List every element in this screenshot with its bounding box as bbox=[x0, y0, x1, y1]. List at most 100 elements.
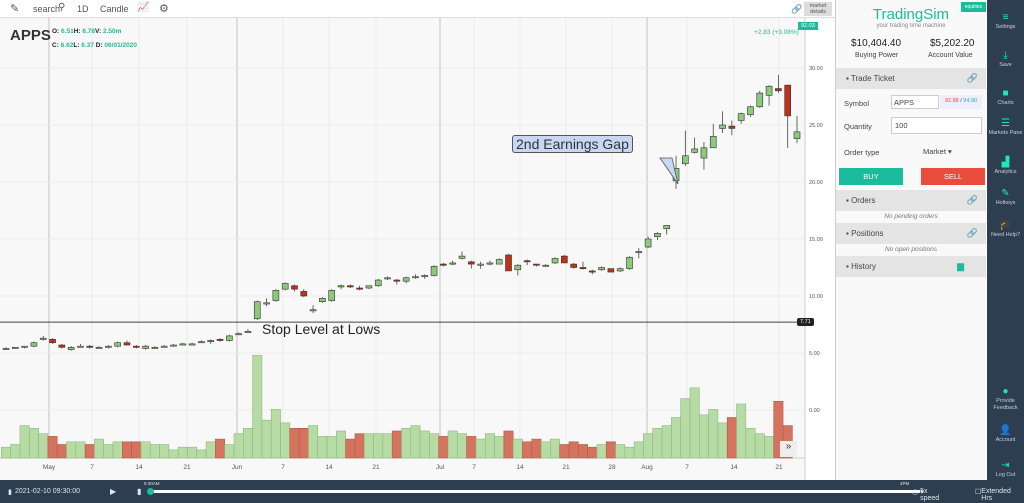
market-details-button[interactable]: market details bbox=[804, 2, 832, 16]
candle-body bbox=[365, 285, 373, 289]
volume-bar bbox=[289, 427, 300, 459]
candle-body bbox=[421, 275, 429, 277]
candle-body bbox=[272, 289, 280, 301]
candle-body bbox=[570, 263, 577, 268]
volume-bar bbox=[354, 433, 365, 459]
volume-bar bbox=[466, 436, 477, 459]
candle-body bbox=[616, 268, 624, 272]
sidebar-item-log-out[interactable]: ⇥ Log Out bbox=[987, 460, 1024, 479]
sell-button[interactable]: SELL bbox=[921, 168, 985, 185]
candle-body bbox=[67, 346, 75, 350]
sidebar-item-hotkeys[interactable]: ✎ Hotkeys bbox=[987, 188, 1024, 207]
indicators-icon[interactable]: 📈 bbox=[137, 2, 150, 13]
sidebar-item-settings[interactable]: ≡ Settings bbox=[987, 12, 1024, 31]
volume-bar bbox=[373, 433, 384, 459]
volume-bar bbox=[698, 414, 709, 459]
gear-icon[interactable]: ⚙ bbox=[159, 3, 169, 15]
volume-bar bbox=[66, 441, 77, 459]
candle-body bbox=[514, 264, 522, 271]
orders-header[interactable]: ▪ Orders 🔗 bbox=[836, 190, 986, 211]
link-icon[interactable]: 🔗 bbox=[791, 4, 803, 14]
play-icon[interactable]: ▶ bbox=[110, 487, 117, 496]
candle-body bbox=[505, 254, 512, 272]
volume-bar bbox=[196, 449, 207, 459]
x-tick-label: Jul bbox=[436, 464, 445, 471]
volume-bar bbox=[447, 430, 458, 459]
candle-body bbox=[319, 297, 326, 302]
volume-bar bbox=[308, 425, 319, 459]
interval-select[interactable]: 1D bbox=[77, 4, 89, 14]
volume-bar bbox=[270, 409, 281, 459]
candle-body bbox=[737, 113, 745, 121]
step-icon[interactable]: ▮ bbox=[137, 487, 142, 496]
timeline-slider[interactable] bbox=[150, 490, 920, 493]
stop-level-label[interactable]: Stop Level at Lows bbox=[262, 321, 381, 337]
volume-bar bbox=[224, 444, 235, 459]
candle-body bbox=[39, 337, 47, 340]
buying-power-label: Buying Power bbox=[855, 52, 899, 59]
chart-type-select[interactable]: Candle bbox=[100, 4, 129, 14]
chart-canvas[interactable]: May 7 14 21 Jun 7 14 21 Jul 7 14 21 28 Aug 7 14 21 30.00 2… bbox=[0, 18, 835, 480]
sidebar-item-need-help[interactable]: 🎓 Need Help? bbox=[987, 220, 1024, 239]
candle-body bbox=[337, 285, 345, 288]
sidebar-item-markets-pane[interactable]: ☰ Markets Pane bbox=[988, 118, 1023, 136]
volume-bar bbox=[317, 436, 328, 459]
sidebar-item-account[interactable]: 👤 Account bbox=[987, 425, 1024, 444]
quantity-input[interactable]: 100 bbox=[891, 117, 982, 134]
brand-logo: TradingSim bbox=[872, 6, 950, 23]
trade-ticket-header[interactable]: ▪ Trade Ticket 🔗 bbox=[836, 68, 986, 89]
account-value-label: Account Value bbox=[928, 52, 973, 59]
volume-bar bbox=[671, 417, 681, 459]
calendar-icon[interactable]: ▮ bbox=[8, 489, 12, 496]
candle-body bbox=[775, 88, 782, 92]
sidebar-icon: ⇥ bbox=[1001, 460, 1010, 471]
price-change: +2.83 (+3.08%) bbox=[754, 29, 799, 36]
ohlc-row-2: C: 6.62L: 6.37 D: 06/01/2020 bbox=[52, 42, 137, 49]
pencil-icon[interactable]: ✎ bbox=[10, 3, 20, 15]
volume-bar bbox=[419, 430, 430, 459]
volume-bar bbox=[578, 444, 588, 459]
candle-body bbox=[626, 256, 633, 269]
sidebar-item-charts[interactable]: ■ Charts bbox=[987, 88, 1024, 107]
ohlc-row-1: O: 6.51H: 6.78V: 2.50m bbox=[52, 28, 122, 35]
volume-bar bbox=[19, 425, 30, 459]
volume-bar bbox=[559, 444, 570, 459]
buy-button[interactable]: BUY bbox=[839, 168, 903, 185]
candle-body bbox=[551, 258, 559, 264]
sidebar-icon: ⤓ bbox=[1003, 50, 1008, 61]
candle-body bbox=[495, 259, 503, 265]
x-tick-label: 7 bbox=[685, 464, 689, 471]
timeline-handle[interactable] bbox=[147, 488, 154, 495]
candle-body bbox=[12, 346, 19, 349]
volume-bar bbox=[336, 430, 346, 459]
candle-body bbox=[244, 331, 252, 333]
volume-bar bbox=[326, 436, 337, 459]
candle-body bbox=[384, 277, 391, 280]
sidebar-item-provide-feedback[interactable]: ● Provide Feedback bbox=[987, 386, 1024, 412]
candle-body bbox=[291, 285, 298, 290]
x-tick-label: 14 bbox=[135, 464, 143, 471]
candle-body bbox=[216, 339, 224, 341]
candle-body bbox=[170, 344, 177, 347]
x-tick-label: 21 bbox=[775, 464, 783, 471]
scroll-right-button[interactable]: » bbox=[780, 441, 797, 457]
order-type-select[interactable]: Market ▾ bbox=[923, 147, 952, 156]
earnings-gap-callout[interactable]: 2nd Earnings Gap bbox=[512, 135, 633, 153]
candle-body bbox=[328, 289, 336, 301]
symbol-input[interactable]: APPS bbox=[891, 95, 939, 109]
search-icon[interactable]: ⚲ bbox=[58, 2, 66, 13]
current-datetime[interactable]: 2021-02-10 09:30:00 bbox=[15, 488, 80, 495]
volume-bar bbox=[205, 441, 216, 459]
candle-body bbox=[784, 84, 791, 117]
volume-bar bbox=[410, 425, 421, 459]
price-chart[interactable]: May 7 14 21 Jun 7 14 21 Jul 7 14 21 28 Aug 7 14 21 30.00 2… bbox=[0, 18, 835, 480]
candle-body bbox=[374, 279, 382, 287]
positions-header[interactable]: ▪ Positions 🔗 bbox=[836, 223, 986, 244]
callout-pointer bbox=[659, 157, 679, 185]
speed-select[interactable]: ◷ 5x speed ▾ bbox=[912, 488, 940, 502]
search-input[interactable]: search bbox=[33, 4, 61, 14]
extended-hours-checkbox[interactable]: ☐ Extended Hrs bbox=[975, 488, 1011, 502]
history-header[interactable]: ▪ History ▆ bbox=[836, 256, 986, 277]
sidebar-item-analytics[interactable]: ▟ Analytics bbox=[987, 157, 1024, 176]
sidebar-item-save[interactable]: ⤓ Save bbox=[987, 50, 1024, 69]
